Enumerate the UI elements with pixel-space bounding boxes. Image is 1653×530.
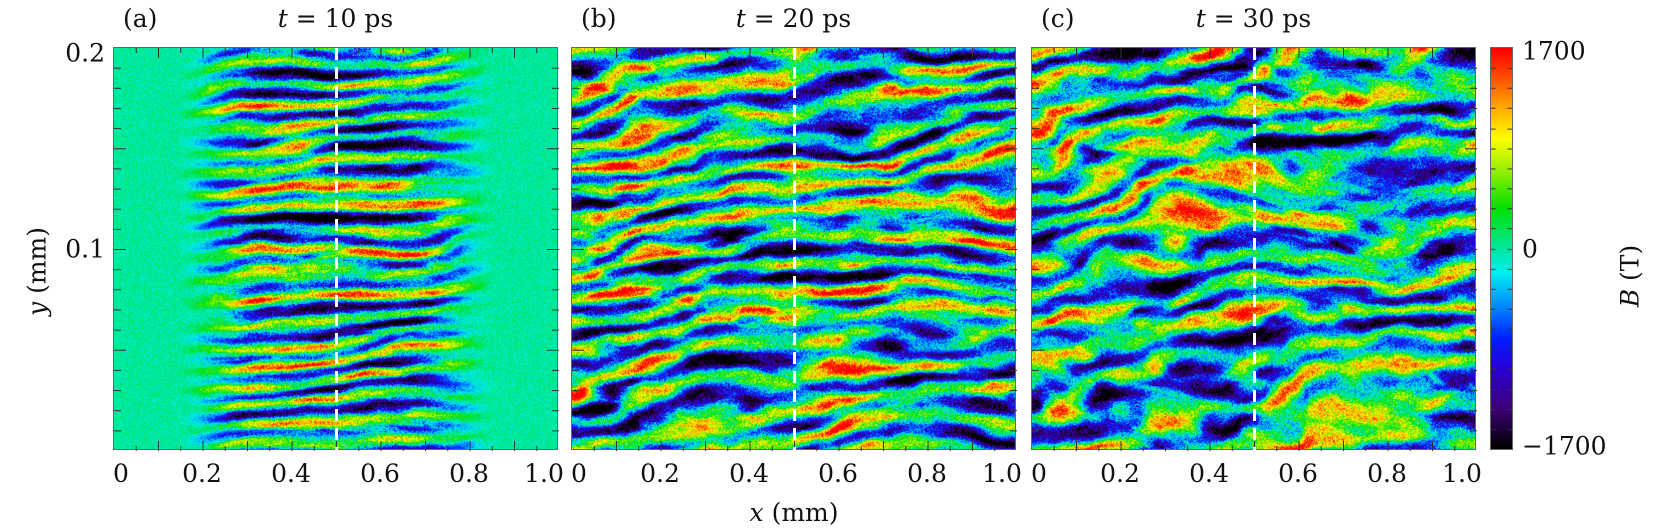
colorbar [1490, 47, 1513, 450]
x-tick-label: 0 [571, 459, 587, 488]
panel-title: t = 10 ps [278, 4, 393, 33]
x-tick-label: 0.8 [449, 459, 489, 488]
x-tick-label: 0.2 [1100, 459, 1140, 488]
panel-label: (b) [581, 4, 617, 33]
heatmap-panel-b [571, 47, 1017, 451]
x-tick-label: 1.0 [1442, 459, 1482, 488]
colorbar-label: B (T) [1615, 244, 1645, 308]
colorbar-tick-label: 0 [1522, 234, 1538, 263]
x-tick-label: 0.8 [907, 459, 947, 488]
colorbar-tick-label: 1700 [1522, 36, 1586, 66]
title-variable: t [735, 4, 746, 33]
panel-label: (c) [1041, 4, 1075, 33]
x-tick-label: 0.4 [729, 459, 769, 488]
x-tick-label: 1.0 [524, 459, 564, 488]
axes-overlay [1032, 48, 1477, 451]
x-tick-label: 0.6 [360, 459, 400, 488]
x-tick-label: 0 [1031, 459, 1047, 488]
title-value: = 20 ps [745, 4, 852, 33]
y-tick-label: 0.2 [65, 38, 105, 68]
x-tick-label: 0.4 [1189, 459, 1229, 488]
colorbar-tick-label: −1700 [1522, 431, 1607, 461]
x-tick-label: 0.8 [1367, 459, 1407, 488]
x-tick-label: 0.2 [182, 459, 222, 488]
axes-overlay [114, 48, 559, 451]
panel-label: (a) [123, 4, 158, 33]
title-value: = 10 ps [287, 4, 394, 33]
y-axis-label: y (mm) [22, 227, 52, 316]
colorbar-gradient [1491, 48, 1512, 449]
x-tick-label: 0.6 [1278, 459, 1318, 488]
title-variable: t [1195, 4, 1206, 33]
y-tick-label: 0.1 [65, 234, 105, 263]
x-tick-label: 0.4 [271, 459, 311, 488]
x-axis-label: x (mm) [749, 498, 839, 527]
panel-title: t = 20 ps [736, 4, 851, 33]
x-tick-label: 0.6 [818, 459, 858, 488]
heatmap-panel-c [1031, 47, 1477, 451]
heatmap-panel-a [113, 47, 559, 451]
x-tick-label: 0 [113, 459, 129, 488]
title-value: = 30 ps [1205, 4, 1312, 33]
title-variable: t [277, 4, 288, 33]
panel-title: t = 30 ps [1196, 4, 1311, 33]
axes-overlay [572, 48, 1017, 451]
x-tick-label: 0.2 [640, 459, 680, 488]
x-tick-label: 1.0 [982, 459, 1022, 488]
